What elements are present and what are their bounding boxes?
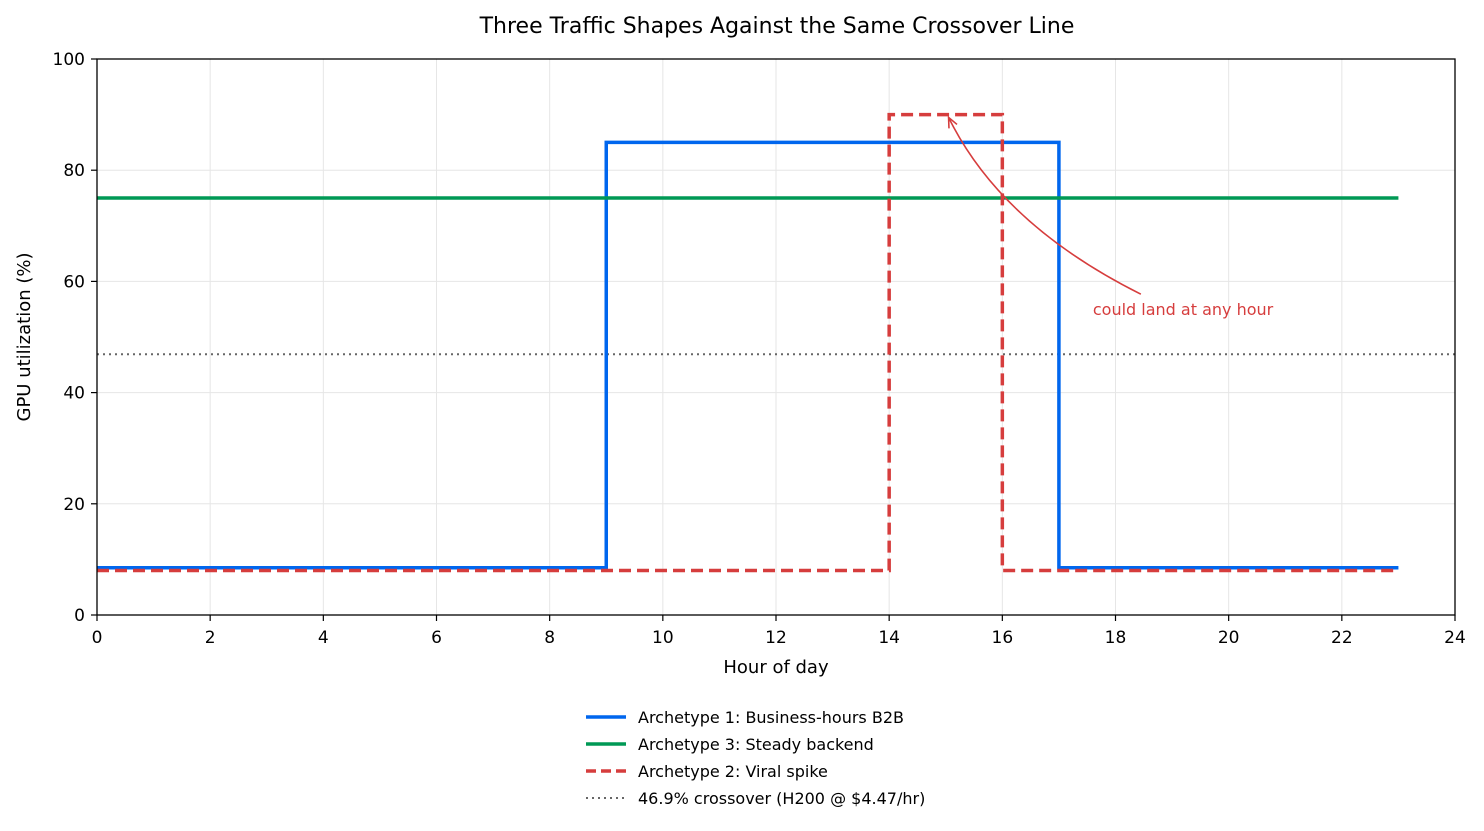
series-group bbox=[97, 112, 1399, 573]
y-tick-label: 0 bbox=[74, 606, 85, 626]
legend-label-2: Archetype 3: Steady backend bbox=[638, 735, 874, 754]
legend: Archetype 1: Business-hours B2B Archetype… bbox=[586, 708, 925, 808]
y-tick-label: 40 bbox=[63, 384, 85, 404]
x-tick-label: 22 bbox=[1331, 628, 1353, 648]
x-tick-label: 24 bbox=[1444, 628, 1466, 648]
legend-label-3: Archetype 2: Viral spike bbox=[638, 762, 828, 781]
y-tick-label: 20 bbox=[63, 495, 85, 515]
x-tick-label: 6 bbox=[431, 628, 442, 648]
annotation-arrow bbox=[947, 117, 1142, 295]
x-tick-label: 4 bbox=[318, 628, 329, 648]
x-tick-label: 0 bbox=[92, 628, 103, 648]
x-tick-label: 12 bbox=[765, 628, 787, 648]
annotation-group: could land at any hour bbox=[947, 115, 1274, 319]
x-tick-label: 18 bbox=[1105, 628, 1127, 648]
y-tick-label: 80 bbox=[63, 161, 85, 181]
x-tick-label: 16 bbox=[992, 628, 1014, 648]
x-tick-label: 8 bbox=[544, 628, 555, 648]
x-tick-label: 10 bbox=[652, 628, 674, 648]
annotation-text: could land at any hour bbox=[1093, 300, 1274, 319]
series-line-1 bbox=[97, 140, 1399, 570]
y-tick-label: 100 bbox=[53, 50, 85, 70]
legend-label-1: Archetype 1: Business-hours B2B bbox=[638, 708, 904, 727]
y-tick-label: 60 bbox=[63, 272, 85, 292]
chart-title: Three Traffic Shapes Against the Same Cr… bbox=[479, 14, 1075, 39]
series-line-3 bbox=[97, 112, 1399, 573]
x-tick-label: 2 bbox=[205, 628, 216, 648]
legend-label-4: 46.9% crossover (H200 @ $4.47/hr) bbox=[638, 789, 925, 808]
x-tick-label: 14 bbox=[878, 628, 900, 648]
y-axis-label: GPU utilization (%) bbox=[14, 253, 35, 422]
annotation-arrowhead bbox=[947, 115, 958, 129]
x-tick-label: 20 bbox=[1218, 628, 1240, 648]
x-axis-label: Hour of day bbox=[723, 657, 829, 678]
